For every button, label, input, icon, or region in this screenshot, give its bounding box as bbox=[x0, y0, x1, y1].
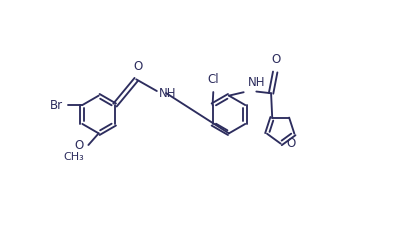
Text: O: O bbox=[75, 139, 84, 152]
Text: Br: Br bbox=[50, 98, 64, 112]
Text: CH₃: CH₃ bbox=[63, 152, 84, 162]
Text: Cl: Cl bbox=[208, 73, 219, 86]
Text: O: O bbox=[271, 53, 280, 66]
Text: O: O bbox=[133, 60, 143, 73]
Text: NH: NH bbox=[248, 76, 265, 89]
Text: NH: NH bbox=[158, 87, 176, 100]
Text: O: O bbox=[287, 137, 296, 150]
